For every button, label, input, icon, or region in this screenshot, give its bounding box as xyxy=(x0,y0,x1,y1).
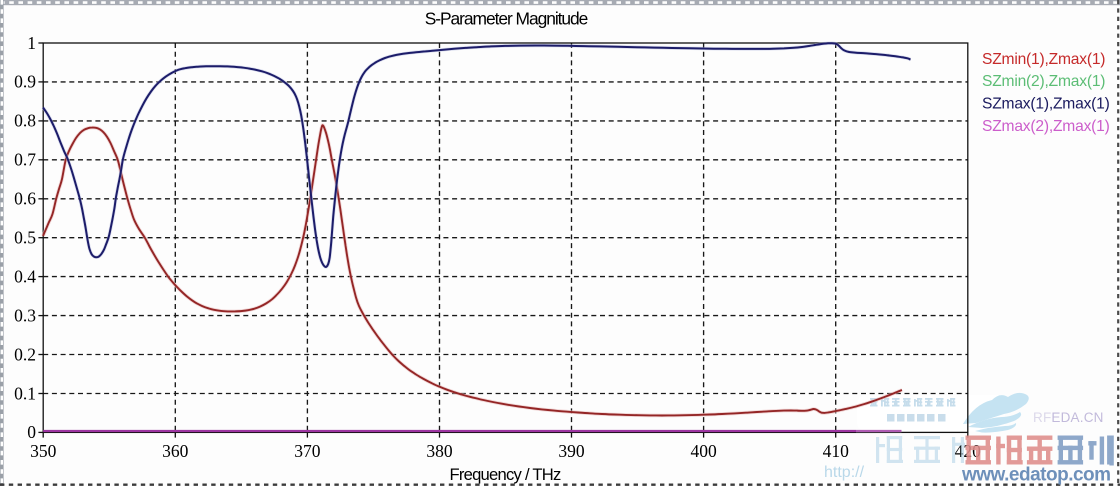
svg-text:SZmax(2),Zmax(1): SZmax(2),Zmax(1) xyxy=(982,118,1110,135)
svg-text:SZmax(1),Zmax(1): SZmax(1),Zmax(1) xyxy=(982,96,1110,113)
svg-text:Frequency / THz: Frequency / THz xyxy=(449,465,561,484)
svg-text:0.6: 0.6 xyxy=(14,189,36,209)
svg-text:410: 410 xyxy=(823,441,850,461)
svg-text:0.8: 0.8 xyxy=(14,111,36,131)
svg-text:S-Parameter Magnitude: S-Parameter Magnitude xyxy=(425,9,588,29)
svg-text:RFEDA.CN: RFEDA.CN xyxy=(1033,410,1104,425)
svg-text:360: 360 xyxy=(162,441,189,461)
svg-text:0.3: 0.3 xyxy=(14,305,36,325)
svg-text:0.2: 0.2 xyxy=(14,344,36,364)
svg-text:0.4: 0.4 xyxy=(14,266,36,286)
svg-text:1: 1 xyxy=(27,33,36,53)
svg-text:0.1: 0.1 xyxy=(14,383,36,403)
svg-text:0.9: 0.9 xyxy=(14,72,36,92)
svg-text:0.5: 0.5 xyxy=(14,228,36,248)
svg-text:390: 390 xyxy=(558,441,585,461)
svg-text:0: 0 xyxy=(27,422,36,442)
svg-text:SZmin(2),Zmax(1): SZmin(2),Zmax(1) xyxy=(982,73,1105,90)
svg-text:0.7: 0.7 xyxy=(14,150,36,170)
svg-text:400: 400 xyxy=(690,441,717,461)
svg-text:380: 380 xyxy=(426,441,453,461)
svg-text:http://: http:// xyxy=(824,464,865,481)
svg-text:www.edatop.com: www.edatop.com xyxy=(961,465,1111,486)
svg-text:350: 350 xyxy=(30,441,57,461)
svg-text:SZmin(1),Zmax(1): SZmin(1),Zmax(1) xyxy=(982,51,1105,68)
svg-text:370: 370 xyxy=(294,441,321,461)
